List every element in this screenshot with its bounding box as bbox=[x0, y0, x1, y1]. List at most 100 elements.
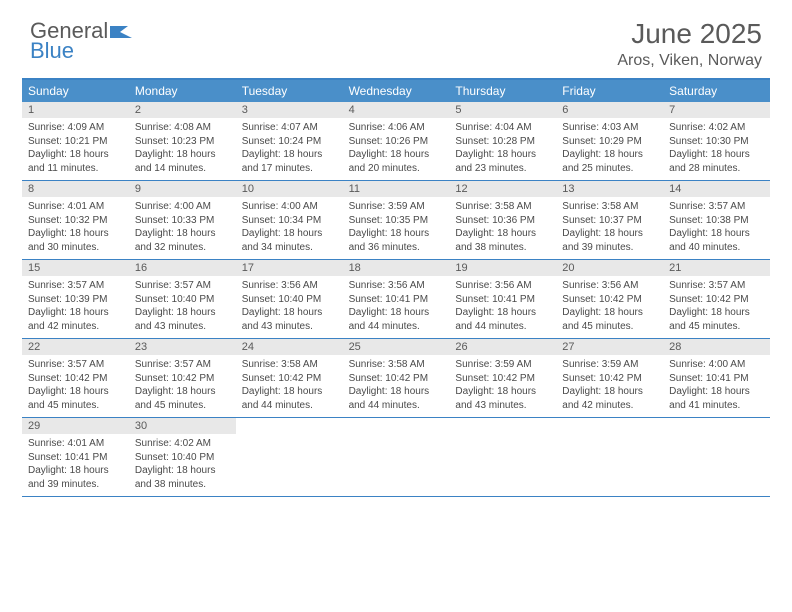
day-number: 1 bbox=[22, 102, 129, 118]
day-number: 16 bbox=[129, 260, 236, 276]
sunrise-text: Sunrise: 4:01 AM bbox=[28, 200, 123, 214]
day-cell: 26Sunrise: 3:59 AMSunset: 10:42 PMDaylig… bbox=[449, 339, 556, 417]
weekday-header: Thursday bbox=[449, 80, 556, 102]
day-cell: 1Sunrise: 4:09 AMSunset: 10:21 PMDayligh… bbox=[22, 102, 129, 180]
day-number: 25 bbox=[343, 339, 450, 355]
daylight-text-line2: and 34 minutes. bbox=[242, 241, 337, 255]
sunset-text: Sunset: 10:37 PM bbox=[562, 214, 657, 228]
sunrise-text: Sunrise: 3:58 AM bbox=[242, 358, 337, 372]
weekday-header-row: Sunday Monday Tuesday Wednesday Thursday… bbox=[22, 80, 770, 102]
daylight-text-line1: Daylight: 18 hours bbox=[135, 306, 230, 320]
sunrise-text: Sunrise: 3:57 AM bbox=[135, 358, 230, 372]
day-content: Sunrise: 3:59 AMSunset: 10:42 PMDaylight… bbox=[449, 355, 556, 415]
sunset-text: Sunset: 10:41 PM bbox=[28, 451, 123, 465]
daylight-text-line2: and 38 minutes. bbox=[135, 478, 230, 492]
day-cell: 6Sunrise: 4:03 AMSunset: 10:29 PMDayligh… bbox=[556, 102, 663, 180]
daylight-text-line1: Daylight: 18 hours bbox=[669, 306, 764, 320]
daylight-text-line1: Daylight: 18 hours bbox=[242, 227, 337, 241]
sunset-text: Sunset: 10:39 PM bbox=[28, 293, 123, 307]
logo: General Blue bbox=[30, 18, 132, 64]
calendar-week-row: 22Sunrise: 3:57 AMSunset: 10:42 PMDaylig… bbox=[22, 339, 770, 418]
day-content: Sunrise: 4:03 AMSunset: 10:29 PMDaylight… bbox=[556, 118, 663, 178]
sunset-text: Sunset: 10:40 PM bbox=[135, 451, 230, 465]
day-cell: 25Sunrise: 3:58 AMSunset: 10:42 PMDaylig… bbox=[343, 339, 450, 417]
location-label: Aros, Viken, Norway bbox=[617, 52, 762, 70]
sunrise-text: Sunrise: 4:00 AM bbox=[135, 200, 230, 214]
daylight-text-line2: and 45 minutes. bbox=[669, 320, 764, 334]
weekday-header: Saturday bbox=[663, 80, 770, 102]
day-number: 14 bbox=[663, 181, 770, 197]
daylight-text-line1: Daylight: 18 hours bbox=[455, 306, 550, 320]
empty-day-cell bbox=[663, 418, 770, 496]
daylight-text-line2: and 42 minutes. bbox=[28, 320, 123, 334]
day-cell: 18Sunrise: 3:56 AMSunset: 10:41 PMDaylig… bbox=[343, 260, 450, 338]
day-cell: 17Sunrise: 3:56 AMSunset: 10:40 PMDaylig… bbox=[236, 260, 343, 338]
day-content: Sunrise: 3:58 AMSunset: 10:36 PMDaylight… bbox=[449, 197, 556, 257]
calendar-grid: Sunday Monday Tuesday Wednesday Thursday… bbox=[22, 78, 770, 497]
weekday-header: Tuesday bbox=[236, 80, 343, 102]
day-cell: 7Sunrise: 4:02 AMSunset: 10:30 PMDayligh… bbox=[663, 102, 770, 180]
sunset-text: Sunset: 10:35 PM bbox=[349, 214, 444, 228]
day-number: 10 bbox=[236, 181, 343, 197]
logo-flag-icon bbox=[110, 22, 132, 38]
daylight-text-line2: and 45 minutes. bbox=[135, 399, 230, 413]
sunrise-text: Sunrise: 4:04 AM bbox=[455, 121, 550, 135]
day-content: Sunrise: 4:00 AMSunset: 10:34 PMDaylight… bbox=[236, 197, 343, 257]
sunrise-text: Sunrise: 4:01 AM bbox=[28, 437, 123, 451]
daylight-text-line1: Daylight: 18 hours bbox=[455, 227, 550, 241]
day-content: Sunrise: 4:08 AMSunset: 10:23 PMDaylight… bbox=[129, 118, 236, 178]
day-number: 27 bbox=[556, 339, 663, 355]
daylight-text-line1: Daylight: 18 hours bbox=[455, 148, 550, 162]
daylight-text-line1: Daylight: 18 hours bbox=[28, 306, 123, 320]
day-content: Sunrise: 3:57 AMSunset: 10:42 PMDaylight… bbox=[663, 276, 770, 336]
day-number: 19 bbox=[449, 260, 556, 276]
day-cell: 24Sunrise: 3:58 AMSunset: 10:42 PMDaylig… bbox=[236, 339, 343, 417]
day-cell: 3Sunrise: 4:07 AMSunset: 10:24 PMDayligh… bbox=[236, 102, 343, 180]
sunset-text: Sunset: 10:38 PM bbox=[669, 214, 764, 228]
day-content: Sunrise: 4:04 AMSunset: 10:28 PMDaylight… bbox=[449, 118, 556, 178]
day-content: Sunrise: 4:00 AMSunset: 10:41 PMDaylight… bbox=[663, 355, 770, 415]
daylight-text-line1: Daylight: 18 hours bbox=[562, 227, 657, 241]
day-content: Sunrise: 4:01 AMSunset: 10:32 PMDaylight… bbox=[22, 197, 129, 257]
weekday-header: Sunday bbox=[22, 80, 129, 102]
calendar-week-row: 29Sunrise: 4:01 AMSunset: 10:41 PMDaylig… bbox=[22, 418, 770, 497]
sunrise-text: Sunrise: 3:59 AM bbox=[349, 200, 444, 214]
day-cell: 9Sunrise: 4:00 AMSunset: 10:33 PMDayligh… bbox=[129, 181, 236, 259]
daylight-text-line1: Daylight: 18 hours bbox=[135, 385, 230, 399]
day-number: 29 bbox=[22, 418, 129, 434]
sunset-text: Sunset: 10:42 PM bbox=[562, 372, 657, 386]
day-content: Sunrise: 4:00 AMSunset: 10:33 PMDaylight… bbox=[129, 197, 236, 257]
sunset-text: Sunset: 10:41 PM bbox=[349, 293, 444, 307]
sunrise-text: Sunrise: 3:59 AM bbox=[562, 358, 657, 372]
daylight-text-line2: and 23 minutes. bbox=[455, 162, 550, 176]
daylight-text-line2: and 45 minutes. bbox=[28, 399, 123, 413]
sunset-text: Sunset: 10:29 PM bbox=[562, 135, 657, 149]
day-cell: 22Sunrise: 3:57 AMSunset: 10:42 PMDaylig… bbox=[22, 339, 129, 417]
sunset-text: Sunset: 10:24 PM bbox=[242, 135, 337, 149]
day-content: Sunrise: 3:58 AMSunset: 10:37 PMDaylight… bbox=[556, 197, 663, 257]
sunrise-text: Sunrise: 4:07 AM bbox=[242, 121, 337, 135]
daylight-text-line2: and 44 minutes. bbox=[242, 399, 337, 413]
sunset-text: Sunset: 10:33 PM bbox=[135, 214, 230, 228]
sunset-text: Sunset: 10:30 PM bbox=[669, 135, 764, 149]
daylight-text-line2: and 20 minutes. bbox=[349, 162, 444, 176]
daylight-text-line2: and 39 minutes. bbox=[28, 478, 123, 492]
daylight-text-line1: Daylight: 18 hours bbox=[28, 385, 123, 399]
empty-day-cell bbox=[236, 418, 343, 496]
day-number: 21 bbox=[663, 260, 770, 276]
day-cell: 29Sunrise: 4:01 AMSunset: 10:41 PMDaylig… bbox=[22, 418, 129, 496]
day-number: 17 bbox=[236, 260, 343, 276]
day-cell: 27Sunrise: 3:59 AMSunset: 10:42 PMDaylig… bbox=[556, 339, 663, 417]
sunset-text: Sunset: 10:42 PM bbox=[242, 372, 337, 386]
day-content: Sunrise: 4:01 AMSunset: 10:41 PMDaylight… bbox=[22, 434, 129, 494]
calendar-week-row: 1Sunrise: 4:09 AMSunset: 10:21 PMDayligh… bbox=[22, 102, 770, 181]
day-content: Sunrise: 3:57 AMSunset: 10:42 PMDaylight… bbox=[129, 355, 236, 415]
sunrise-text: Sunrise: 4:00 AM bbox=[242, 200, 337, 214]
day-number: 4 bbox=[343, 102, 450, 118]
daylight-text-line1: Daylight: 18 hours bbox=[242, 148, 337, 162]
sunrise-text: Sunrise: 3:57 AM bbox=[135, 279, 230, 293]
daylight-text-line1: Daylight: 18 hours bbox=[669, 227, 764, 241]
day-number: 26 bbox=[449, 339, 556, 355]
day-cell: 4Sunrise: 4:06 AMSunset: 10:26 PMDayligh… bbox=[343, 102, 450, 180]
daylight-text-line1: Daylight: 18 hours bbox=[28, 148, 123, 162]
